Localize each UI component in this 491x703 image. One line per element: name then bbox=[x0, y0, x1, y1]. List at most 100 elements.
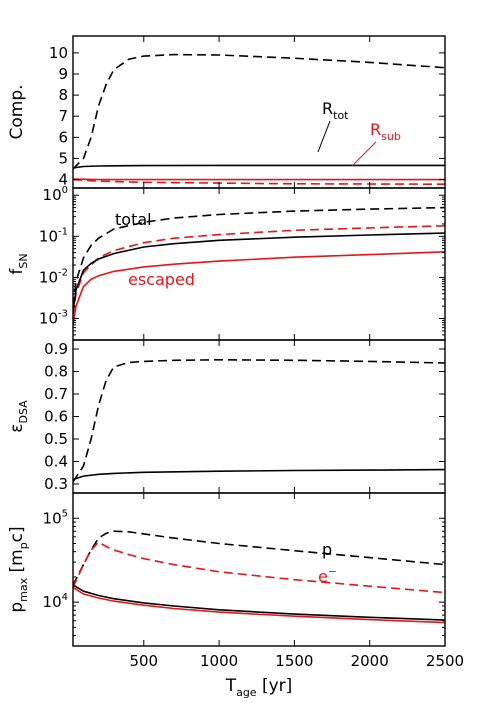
y-axis-label-sub: max bbox=[17, 577, 30, 601]
ytick-label-text: 0.9 bbox=[44, 340, 68, 358]
panel-frame bbox=[72, 492, 446, 647]
ytick-label-text: 9 bbox=[58, 65, 68, 83]
x-axis-label-sub: age bbox=[236, 686, 257, 699]
y-axis-label-main: ε bbox=[7, 423, 27, 432]
series-line bbox=[73, 530, 445, 586]
ytick-label: 7 bbox=[58, 107, 68, 125]
ytick-label-text: 8 bbox=[58, 86, 68, 104]
ytick-label-exponent: 4 bbox=[62, 592, 68, 603]
xtick-label: 1000 bbox=[200, 652, 238, 670]
xtick-label-text: 1500 bbox=[275, 652, 313, 670]
ytick-label: 104 bbox=[43, 592, 68, 611]
ytick-label: 10 bbox=[49, 44, 68, 62]
series-line bbox=[73, 251, 445, 326]
annotation-leader bbox=[351, 141, 377, 167]
ytick-label-base: 10 bbox=[39, 227, 58, 245]
annotation-label: e− bbox=[318, 565, 337, 586]
xtick-label: 1500 bbox=[275, 652, 313, 670]
ytick-label: 0.7 bbox=[44, 385, 68, 403]
x-axis-label-unit: [yr] bbox=[257, 676, 293, 696]
ytick-label-text: 0.4 bbox=[44, 453, 68, 471]
y-axis-unit-pre: [m bbox=[7, 549, 27, 578]
ytick-label: 0.9 bbox=[44, 340, 68, 358]
x-axis-label-main: T bbox=[225, 676, 237, 696]
ytick-label-base: 10 bbox=[43, 186, 62, 204]
ytick-label: 0.8 bbox=[44, 363, 68, 381]
ytick-label: 9 bbox=[58, 65, 68, 83]
series-line bbox=[73, 586, 445, 624]
series-line bbox=[73, 206, 445, 307]
xtick-label-text: 2500 bbox=[426, 652, 464, 670]
ytick-label-text: 0.6 bbox=[44, 408, 68, 426]
ytick-label: 10-3 bbox=[39, 309, 68, 328]
annotation-label: Rtot bbox=[322, 99, 349, 122]
panel-edsa: 0.3 0.4 0.5 0.6 0.7 0.8 0.9 εDSA bbox=[7, 339, 446, 494]
ytick-label: 0.3 bbox=[44, 475, 68, 493]
xtick-label: 2500 bbox=[426, 652, 464, 670]
ytick-label-exponent: -2 bbox=[58, 267, 68, 278]
ytick-label-exponent: 5 bbox=[62, 508, 68, 519]
y-axis-label: pmax [mpc] bbox=[7, 526, 30, 612]
y-axis-label: Comp. bbox=[7, 84, 27, 139]
ytick-label-text: 7 bbox=[58, 107, 68, 125]
ytick-label-text: 5 bbox=[58, 149, 68, 167]
ytick-label-text: 0.8 bbox=[44, 363, 68, 381]
annotation-text: escaped bbox=[128, 270, 195, 289]
y-axis-label-main: f bbox=[7, 268, 27, 275]
series-group bbox=[73, 358, 445, 483]
annotation-main: R bbox=[322, 99, 333, 118]
ytick-label: 0.6 bbox=[44, 408, 68, 426]
ytick-label: 4 bbox=[58, 171, 68, 189]
ytick-label: 10-2 bbox=[39, 267, 68, 286]
ytick-label-text: 0.3 bbox=[44, 475, 68, 493]
annotation-main: e bbox=[318, 567, 328, 586]
y-axis-label: fSN bbox=[7, 253, 30, 274]
ytick-label-base: 10 bbox=[39, 310, 58, 328]
ytick-label-exponent: -1 bbox=[58, 226, 68, 237]
x-axis-label: Tage [yr] bbox=[225, 676, 293, 699]
ytick-label-exponent: 0 bbox=[62, 185, 68, 196]
ytick-label: 5 bbox=[58, 149, 68, 167]
ytick-label-text: 6 bbox=[58, 128, 68, 146]
xtick-label: 2000 bbox=[351, 652, 389, 670]
annotation-sub: sub bbox=[381, 130, 401, 143]
ytick-label-text: 0.5 bbox=[44, 430, 68, 448]
annotation-sup: − bbox=[328, 565, 337, 578]
y-axis-unit-post: c] bbox=[7, 526, 27, 542]
series-line bbox=[73, 584, 445, 621]
ytick-label: 105 bbox=[43, 508, 68, 527]
y-axis-label-sub: SN bbox=[17, 253, 30, 268]
series-group bbox=[73, 206, 445, 326]
ytick-label-base: 10 bbox=[43, 593, 62, 611]
annotation-text: total bbox=[115, 210, 152, 229]
xtick-label-text: 1000 bbox=[200, 652, 238, 670]
series-group bbox=[73, 53, 445, 185]
ytick-label: 10-1 bbox=[39, 226, 68, 245]
series-line bbox=[73, 164, 445, 169]
ytick-label: 6 bbox=[58, 128, 68, 146]
y-axis-unit-sub: p bbox=[17, 542, 30, 549]
y-axis-label: εDSA bbox=[7, 400, 30, 433]
y-axis-label-main: p bbox=[7, 602, 27, 613]
xtick-label-text: 500 bbox=[129, 652, 158, 670]
ytick-label: 0.4 bbox=[44, 453, 68, 471]
annotation-label: total bbox=[115, 210, 152, 229]
annotation-label: p bbox=[322, 540, 332, 559]
ytick-label-base: 10 bbox=[43, 509, 62, 527]
ytick-label-exponent: -3 bbox=[58, 309, 68, 320]
annotation-label: escaped bbox=[128, 270, 195, 289]
annotation-label: Rsub bbox=[370, 120, 401, 143]
ytick-label-text: 0.7 bbox=[44, 385, 68, 403]
ytick-label-base: 10 bbox=[39, 268, 58, 286]
annotation-text: p bbox=[322, 540, 332, 559]
series-line bbox=[73, 53, 445, 170]
series-line bbox=[73, 232, 445, 312]
y-axis-label-text: Comp. bbox=[7, 84, 27, 139]
xtick-label: 500 bbox=[129, 652, 158, 670]
ytick-label-text: 4 bbox=[58, 171, 68, 189]
series-line bbox=[73, 468, 445, 481]
annotation-leader bbox=[317, 120, 331, 153]
annotation-main: R bbox=[370, 120, 381, 139]
